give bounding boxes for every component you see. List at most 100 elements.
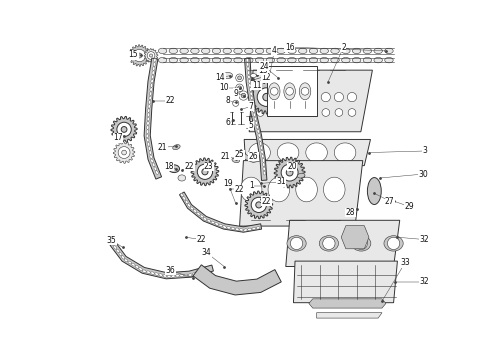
Circle shape xyxy=(347,93,357,102)
Polygon shape xyxy=(274,157,305,188)
Ellipse shape xyxy=(193,273,196,275)
Ellipse shape xyxy=(205,269,208,272)
Ellipse shape xyxy=(219,224,222,227)
Ellipse shape xyxy=(263,163,265,167)
Bar xyxy=(267,66,317,116)
Text: 22: 22 xyxy=(185,162,194,171)
Circle shape xyxy=(295,93,304,102)
Ellipse shape xyxy=(248,75,250,79)
Text: 10: 10 xyxy=(220,84,229,93)
Ellipse shape xyxy=(200,270,204,273)
Ellipse shape xyxy=(154,167,157,171)
Ellipse shape xyxy=(319,236,339,251)
Ellipse shape xyxy=(256,227,260,229)
Ellipse shape xyxy=(132,263,135,266)
Ellipse shape xyxy=(250,96,253,100)
Ellipse shape xyxy=(277,58,285,63)
Text: 21: 21 xyxy=(221,152,230,161)
Ellipse shape xyxy=(188,204,191,207)
Ellipse shape xyxy=(320,48,328,54)
Text: 31: 31 xyxy=(276,177,286,186)
Ellipse shape xyxy=(150,272,154,274)
Circle shape xyxy=(257,109,264,116)
Ellipse shape xyxy=(203,217,207,221)
Circle shape xyxy=(251,197,267,212)
Polygon shape xyxy=(249,80,283,114)
Ellipse shape xyxy=(249,143,270,162)
Ellipse shape xyxy=(245,48,253,54)
Ellipse shape xyxy=(306,143,327,162)
Ellipse shape xyxy=(148,104,150,108)
Polygon shape xyxy=(144,49,158,62)
Ellipse shape xyxy=(374,58,382,63)
Circle shape xyxy=(283,109,291,116)
Polygon shape xyxy=(110,242,214,279)
Polygon shape xyxy=(193,265,281,295)
Ellipse shape xyxy=(111,243,114,246)
Ellipse shape xyxy=(180,274,184,277)
Ellipse shape xyxy=(246,62,249,66)
Text: 29: 29 xyxy=(404,202,414,211)
Ellipse shape xyxy=(277,143,299,162)
Ellipse shape xyxy=(139,267,143,270)
Ellipse shape xyxy=(122,256,124,259)
Polygon shape xyxy=(238,149,260,162)
Text: 16: 16 xyxy=(285,42,294,51)
Ellipse shape xyxy=(249,84,251,87)
Ellipse shape xyxy=(255,121,257,125)
Ellipse shape xyxy=(147,130,148,134)
Ellipse shape xyxy=(223,58,231,63)
Ellipse shape xyxy=(368,177,381,204)
Ellipse shape xyxy=(246,58,248,62)
Ellipse shape xyxy=(257,129,259,133)
Circle shape xyxy=(321,93,330,102)
Circle shape xyxy=(233,100,239,106)
Ellipse shape xyxy=(180,58,188,63)
Text: 14: 14 xyxy=(216,73,225,82)
Text: 24: 24 xyxy=(259,62,269,71)
Ellipse shape xyxy=(249,88,252,91)
Ellipse shape xyxy=(277,48,285,54)
Ellipse shape xyxy=(288,58,296,63)
Circle shape xyxy=(296,109,303,116)
Ellipse shape xyxy=(223,226,226,228)
Text: 34: 34 xyxy=(201,248,211,257)
Text: 15: 15 xyxy=(128,50,138,59)
Ellipse shape xyxy=(188,274,192,276)
Circle shape xyxy=(263,93,270,101)
Text: 19: 19 xyxy=(223,179,233,188)
Ellipse shape xyxy=(184,274,188,276)
Ellipse shape xyxy=(147,138,149,142)
Ellipse shape xyxy=(175,275,179,277)
Polygon shape xyxy=(111,116,137,143)
Ellipse shape xyxy=(323,177,345,202)
Ellipse shape xyxy=(309,48,318,54)
Polygon shape xyxy=(294,261,397,303)
Ellipse shape xyxy=(352,48,361,54)
Text: 7: 7 xyxy=(249,102,253,111)
Ellipse shape xyxy=(190,207,194,210)
Ellipse shape xyxy=(252,228,256,230)
Text: 3: 3 xyxy=(422,147,427,156)
Ellipse shape xyxy=(116,249,120,252)
Ellipse shape xyxy=(231,227,235,230)
Ellipse shape xyxy=(309,58,318,63)
Ellipse shape xyxy=(252,104,254,108)
Text: 9: 9 xyxy=(233,89,238,98)
Ellipse shape xyxy=(180,193,183,197)
Ellipse shape xyxy=(342,58,350,63)
Circle shape xyxy=(236,74,244,82)
Ellipse shape xyxy=(178,175,186,181)
Circle shape xyxy=(308,93,318,102)
Ellipse shape xyxy=(287,236,306,251)
Ellipse shape xyxy=(143,270,146,273)
Circle shape xyxy=(270,87,278,95)
Ellipse shape xyxy=(119,252,122,256)
Circle shape xyxy=(281,164,298,181)
Ellipse shape xyxy=(173,145,180,150)
Ellipse shape xyxy=(211,221,215,224)
Ellipse shape xyxy=(150,84,153,87)
Ellipse shape xyxy=(253,81,260,85)
Polygon shape xyxy=(317,313,382,318)
Circle shape xyxy=(335,109,343,116)
